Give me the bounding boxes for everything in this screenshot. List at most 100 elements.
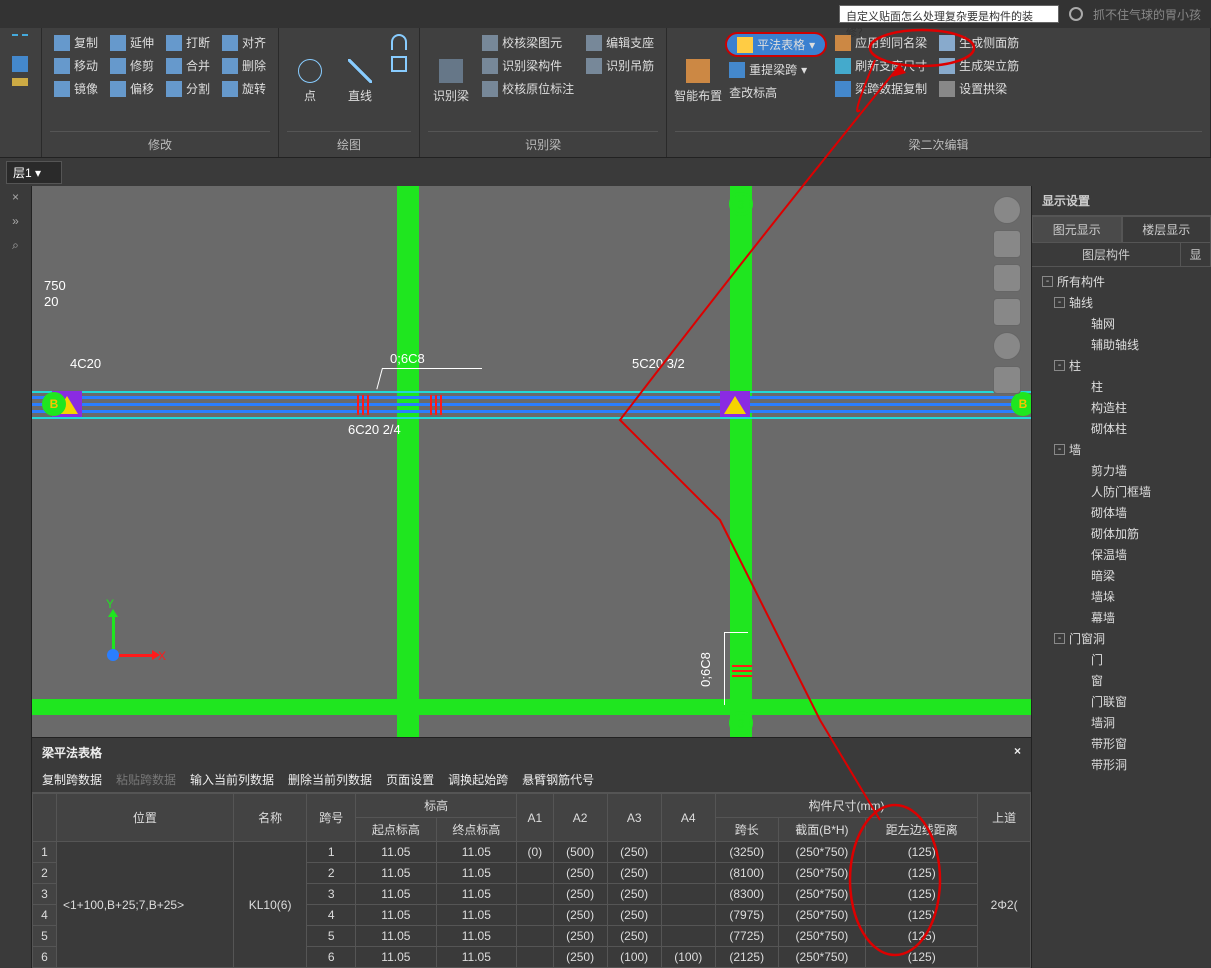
- rebar-label: 4C20: [70, 356, 101, 371]
- tree-node[interactable]: 幕墙: [1032, 607, 1211, 628]
- check-elev-button[interactable]: 查改标高: [725, 82, 827, 103]
- tool-filter[interactable]: [8, 76, 32, 96]
- recog-0[interactable]: 校核梁图元: [478, 32, 578, 53]
- tool-dim[interactable]: [8, 32, 32, 52]
- draw-arc-button[interactable]: [387, 32, 411, 52]
- home-view-icon[interactable]: [993, 196, 1021, 224]
- edit-旋转[interactable]: 旋转: [218, 78, 270, 99]
- tree-node[interactable]: -所有构件: [1032, 271, 1211, 292]
- tree-node[interactable]: 窗: [1032, 670, 1211, 691]
- tree-node[interactable]: 辅助轴线: [1032, 334, 1211, 355]
- rebar-label: 0;6C8: [698, 652, 713, 687]
- refresh-support-button[interactable]: 刷新支座尺寸: [831, 55, 931, 76]
- draw-rect-button[interactable]: [387, 54, 411, 74]
- recog-1[interactable]: 识别梁构件: [478, 55, 578, 76]
- edit-延伸[interactable]: 延伸: [106, 32, 158, 53]
- edit-修剪[interactable]: 修剪: [106, 55, 158, 76]
- 3d-view-icon[interactable]: [993, 230, 1021, 258]
- tree-node[interactable]: 剪力墙: [1032, 460, 1211, 481]
- floor-selector[interactable]: 层1 ▾: [6, 161, 62, 184]
- cantilever-tab[interactable]: 悬臂钢筋代号: [522, 771, 594, 788]
- group-title-draw: 绘图: [287, 131, 411, 153]
- gen-erection-rebar-button[interactable]: 生成架立筋: [935, 55, 1023, 76]
- paste-span-tab[interactable]: 粘贴跨数据: [116, 771, 176, 788]
- copy-span-tab[interactable]: 复制跨数据: [42, 771, 102, 788]
- tab-floor-display[interactable]: 楼层显示: [1122, 216, 1211, 243]
- copy-span-data-button[interactable]: 梁跨数据复制: [831, 78, 931, 99]
- panel-title: 梁平法表格: [42, 744, 102, 761]
- settings-view-icon[interactable]: [993, 366, 1021, 394]
- iso-view-icon[interactable]: [993, 298, 1021, 326]
- search-icon[interactable]: [1069, 7, 1083, 21]
- reraise-span-button[interactable]: 重提梁跨▾: [725, 59, 827, 80]
- gen-side-rebar-button[interactable]: 生成侧面筋: [935, 32, 1023, 53]
- tree-node[interactable]: 门联窗: [1032, 691, 1211, 712]
- table-row[interactable]: 1<1+100,B+25;7,B+25>KL10(6)111.0511.05(0…: [33, 842, 1031, 863]
- search-input[interactable]: 自定义贴面怎么处理复杂要是构件的装修？: [839, 5, 1059, 23]
- component-tree[interactable]: -所有构件-轴线轴网辅助轴线-柱柱构造柱砌体柱-墙剪力墙人防门框墙砌体墙砌体加筋…: [1032, 267, 1211, 968]
- view-cube[interactable]: [993, 196, 1025, 394]
- tree-node[interactable]: 轴网: [1032, 313, 1211, 334]
- draw-point-button[interactable]: 点: [287, 32, 333, 131]
- group-title-beam-edit: 梁二次编辑: [675, 131, 1202, 153]
- set-arch-beam-button[interactable]: 设置拱梁: [935, 78, 1023, 99]
- swap-span-tab[interactable]: 调换起始跨: [448, 771, 508, 788]
- axis-label-3-bottom: 3: [729, 711, 753, 735]
- ribbon-group-recognize: 识别梁 校核梁图元识别梁构件校核原位标注编辑支座识别吊筋 识别梁: [420, 28, 667, 157]
- tree-node[interactable]: -门窗洞: [1032, 628, 1211, 649]
- beam-data-table[interactable]: 位置 名称 跨号 标高 A1 A2 A3 A4 构件尺寸(mm) 上道 起点标高…: [32, 793, 1031, 968]
- tree-node[interactable]: -轴线: [1032, 292, 1211, 313]
- tree-node[interactable]: 人防门框墙: [1032, 481, 1211, 502]
- tree-node[interactable]: 构造柱: [1032, 397, 1211, 418]
- edit-打断[interactable]: 打断: [162, 32, 214, 53]
- edit-分割[interactable]: 分割: [162, 78, 214, 99]
- close-panel-icon[interactable]: ×: [6, 190, 26, 206]
- axis-label-b-left: B: [42, 392, 66, 416]
- tree-node[interactable]: -墙: [1032, 439, 1211, 460]
- edit-偏移[interactable]: 偏移: [106, 78, 158, 99]
- tree-node[interactable]: 砌体墙: [1032, 502, 1211, 523]
- tree-node[interactable]: 砌体柱: [1032, 418, 1211, 439]
- recog-2[interactable]: 校核原位标注: [478, 78, 578, 99]
- apply-same-name-button[interactable]: 应用到同名梁: [831, 32, 931, 53]
- edit-镜像[interactable]: 镜像: [50, 78, 102, 99]
- search-small-icon[interactable]: ⌕: [6, 238, 26, 254]
- tab-element-display[interactable]: 图元显示: [1032, 216, 1122, 243]
- delete-col-tab[interactable]: 删除当前列数据: [288, 771, 372, 788]
- col-layer-component: 图层构件: [1032, 243, 1181, 266]
- smart-layout-button[interactable]: 智能布置: [675, 32, 721, 131]
- rebar-label: 0;6C8: [390, 351, 425, 366]
- pingfa-table-button[interactable]: 平法表格▾: [725, 32, 827, 57]
- tree-node[interactable]: 保温墙: [1032, 544, 1211, 565]
- recog-3[interactable]: 编辑支座: [582, 32, 658, 53]
- panel-close-icon[interactable]: ×: [1014, 744, 1021, 761]
- tool-grid[interactable]: [8, 54, 32, 74]
- tree-node[interactable]: 带形洞: [1032, 754, 1211, 775]
- page-setup-tab[interactable]: 页面设置: [386, 771, 434, 788]
- tree-node[interactable]: 带形窗: [1032, 733, 1211, 754]
- edit-合并[interactable]: 合并: [162, 55, 214, 76]
- tree-node[interactable]: 暗梁: [1032, 565, 1211, 586]
- ribbon: 复制移动镜像延伸修剪偏移打断合并分割对齐删除旋转 修改 点 直线 绘图 识别梁 …: [0, 28, 1211, 158]
- tree-node[interactable]: 门: [1032, 649, 1211, 670]
- tree-node[interactable]: 砌体加筋: [1032, 523, 1211, 544]
- input-col-tab[interactable]: 输入当前列数据: [190, 771, 274, 788]
- axis-label-3-top: 3: [729, 192, 753, 216]
- edit-删除[interactable]: 删除: [218, 55, 270, 76]
- refresh-view-icon[interactable]: [993, 332, 1021, 360]
- edit-移动[interactable]: 移动: [50, 55, 102, 76]
- edit-复制[interactable]: 复制: [50, 32, 102, 53]
- top-view-icon[interactable]: [993, 264, 1021, 292]
- drawing-viewport[interactable]: B B 3 3 750 20 4C20 0;6C8 5C20 3/2 6C20 …: [32, 186, 1031, 737]
- edit-对齐[interactable]: 对齐: [218, 32, 270, 53]
- tree-node[interactable]: 墙垛: [1032, 586, 1211, 607]
- tree-node[interactable]: -柱: [1032, 355, 1211, 376]
- expand-icon[interactable]: »: [6, 214, 26, 230]
- dim-label: 20: [44, 294, 58, 309]
- dim-label: 750: [44, 278, 66, 293]
- recognize-beam-button[interactable]: 识别梁: [428, 32, 474, 131]
- draw-line-button[interactable]: 直线: [337, 32, 383, 131]
- tree-node[interactable]: 墙洞: [1032, 712, 1211, 733]
- recog-4[interactable]: 识别吊筋: [582, 55, 658, 76]
- tree-node[interactable]: 柱: [1032, 376, 1211, 397]
